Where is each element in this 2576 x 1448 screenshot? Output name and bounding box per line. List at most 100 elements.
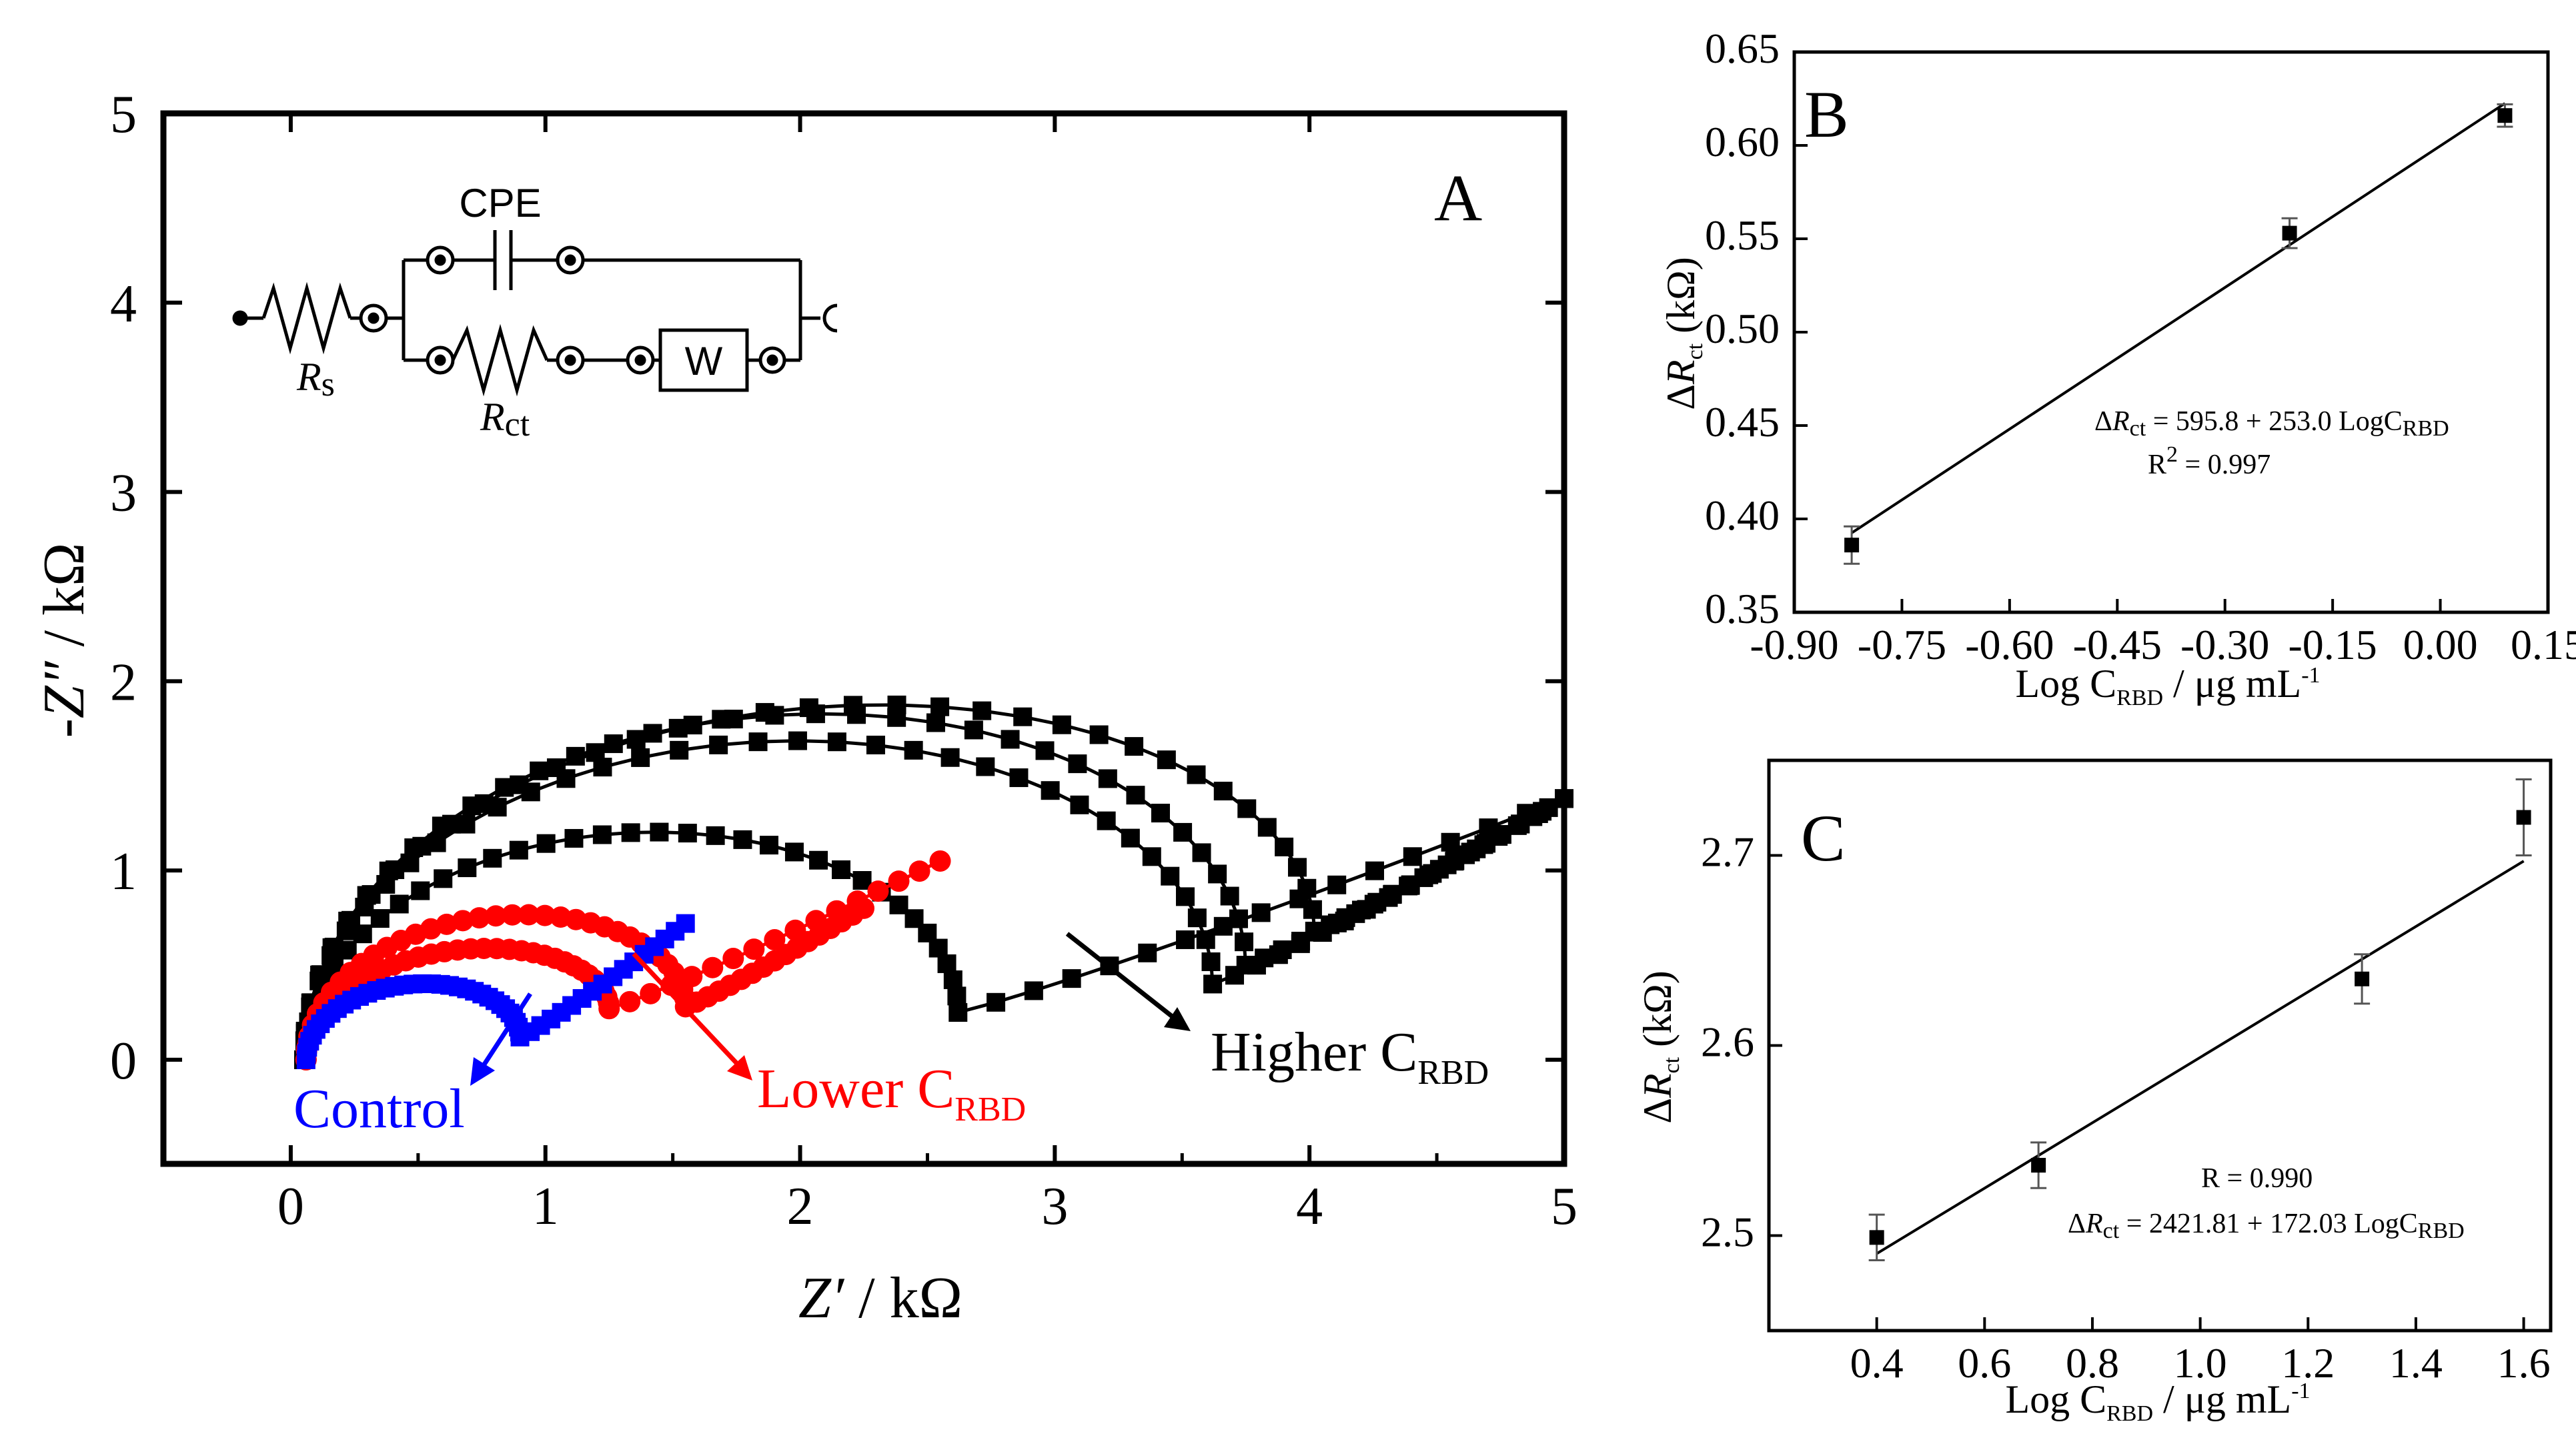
panel-a-ticks: 0 1 2 3 4 5 0 1 2 3 4 5 — [110, 85, 1577, 1236]
data-point — [1151, 804, 1170, 823]
data-point — [1208, 864, 1227, 884]
data-point — [1336, 908, 1355, 927]
data-point — [1125, 737, 1144, 756]
panel-b-xtick-label: -0.75 — [1858, 621, 1946, 668]
data-point — [586, 743, 605, 762]
data-point — [1236, 956, 1255, 975]
data-point — [788, 731, 807, 750]
panel-b-ticks: -0.90 -0.75 -0.60 -0.45 -0.30 -0.15 0.00 0.15 0.… — [1705, 25, 2576, 668]
rct-resistor-zigzag — [451, 323, 549, 397]
equivalent-circuit — [232, 230, 838, 397]
data-point — [1257, 818, 1277, 837]
higher-arrow-line — [1065, 932, 1179, 1022]
panel-a-ylabel-unit: / kΩ — [32, 543, 97, 662]
data-point — [592, 825, 612, 844]
data-point — [1176, 930, 1195, 949]
data-point — [1365, 861, 1385, 880]
data-point — [930, 697, 950, 716]
panel-b-letter: B — [1804, 77, 1849, 151]
data-point — [640, 982, 662, 1004]
panel-b-data-point — [1844, 538, 1860, 553]
panel-b-fit-line — [1850, 102, 2506, 534]
data-point — [964, 720, 983, 740]
panel-a-xtick-label: 1 — [532, 1177, 559, 1236]
control-arrow-head — [470, 1057, 495, 1086]
panel-a: 0 1 2 3 4 5 0 1 2 3 4 5 A Z′ / kΩ -Z″ / kΩ — [32, 85, 1577, 1331]
lower-arrow-head — [727, 1055, 752, 1080]
panel-c-data-point — [2031, 1158, 2046, 1173]
circuit-node-dot — [564, 354, 576, 366]
data-point — [904, 740, 923, 760]
data-point — [546, 758, 566, 778]
panel-c-xlabel-unit: / μg mL — [2153, 1377, 2291, 1421]
panel-b-ytick-label: 0.55 — [1705, 211, 1780, 259]
data-point — [1327, 875, 1347, 894]
data-point — [626, 730, 646, 749]
data-point — [1399, 876, 1418, 896]
data-point — [678, 824, 697, 843]
data-point — [650, 822, 669, 842]
panel-b-xlabel-sup: -1 — [2301, 663, 2320, 688]
panel-c-equation-r: R — [2085, 1209, 2103, 1239]
rct-label-sub: ct — [505, 406, 530, 444]
data-point — [1255, 948, 1274, 968]
data-point — [342, 910, 361, 930]
panel-a-ytick-label: 5 — [110, 85, 137, 144]
data-point — [1507, 816, 1527, 835]
data-point — [619, 990, 641, 1012]
panel-a-frame — [160, 110, 1567, 1167]
data-point — [1201, 952, 1221, 971]
higher-label-main: Higher C — [1211, 1021, 1417, 1083]
data-point — [1070, 795, 1089, 814]
lower-arrow-line — [632, 952, 742, 1069]
panel-a-xtick-label: 2 — [787, 1177, 814, 1236]
panel-b-ylabel-unit: (kΩ) — [1659, 257, 1703, 343]
panel-c-ylabel-sub: ct — [1660, 1056, 1684, 1073]
panel-a-xlabel: Z′ / kΩ — [798, 1266, 962, 1331]
data-point — [1024, 981, 1043, 1000]
data-point — [1173, 822, 1193, 842]
data-point — [390, 894, 409, 914]
data-point — [1035, 741, 1055, 760]
data-point — [1351, 900, 1371, 920]
data-point — [534, 904, 556, 926]
panel-a-series — [294, 695, 1573, 1070]
panel-c-equation: ΔRct = 2421.81 + 172.03 LogCRBD — [2068, 1209, 2465, 1243]
data-point — [1142, 847, 1161, 866]
data-point — [843, 696, 862, 715]
circuit-node-dot — [634, 354, 646, 366]
data-point — [485, 905, 507, 927]
series-3 — [294, 695, 1573, 1069]
data-point — [324, 937, 344, 956]
panel-a-ytick-label: 0 — [110, 1032, 137, 1091]
data-point — [1235, 932, 1254, 952]
data-point — [1161, 866, 1180, 886]
data-point — [436, 913, 458, 935]
panel-b-ylabel-sub: ct — [1683, 343, 1708, 359]
circuit-node-dot — [368, 312, 380, 324]
panel-b-r2-sup: 2 — [2166, 442, 2178, 467]
panel-b-ytick-label: 0.45 — [1705, 398, 1780, 446]
data-point — [1192, 843, 1211, 862]
data-point — [908, 860, 930, 882]
data-point — [722, 948, 744, 970]
data-point — [434, 869, 453, 888]
data-point — [518, 904, 540, 926]
control-arrow-line — [478, 992, 532, 1072]
circuit-terminal-right — [822, 303, 838, 333]
data-point — [411, 881, 430, 900]
panel-c-xlabel-sup: -1 — [2291, 1379, 2310, 1403]
data-point — [370, 909, 390, 928]
data-point — [948, 1002, 968, 1022]
panel-a-xlabel-var: Z′ — [798, 1266, 845, 1331]
data-point — [1403, 847, 1422, 866]
data-point — [1213, 782, 1233, 801]
rct-label-var: R — [480, 395, 505, 439]
panel-c-equation-right: = 2421.81 + 172.03 LogC — [2119, 1209, 2418, 1239]
panel-b: -0.90 -0.75 -0.60 -0.45 -0.30 -0.15 0.00 0.15 0.… — [1659, 25, 2576, 710]
higher-label-sub: RBD — [1417, 1054, 1489, 1092]
data-point — [1555, 789, 1573, 808]
panel-c: 0.4 0.6 0.8 1.0 1.2 1.4 1.6 2.5 2.6 2.7 C R = 0.9… — [1636, 758, 2553, 1426]
data-point — [706, 826, 725, 845]
